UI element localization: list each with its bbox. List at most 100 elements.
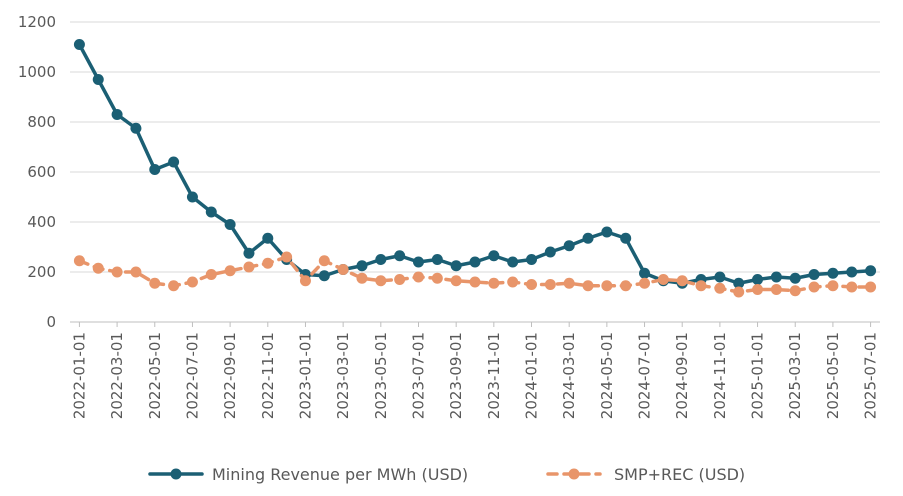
- x-tick-label: 2022-05-01: [146, 332, 164, 419]
- x-tick-label: 2022-09-01: [221, 332, 239, 419]
- data-point: [111, 266, 123, 278]
- data-point: [544, 246, 556, 258]
- gridlines: [70, 21, 880, 323]
- data-point: [789, 285, 801, 297]
- data-point: [695, 280, 707, 292]
- legend-swatch-marker: [170, 468, 182, 480]
- data-point: [714, 271, 726, 283]
- x-tick-label: 2023-05-01: [372, 332, 390, 419]
- x-tick-label: 2024-11-01: [711, 332, 729, 419]
- x-tick-label: 2025-05-01: [824, 332, 842, 419]
- data-point: [356, 272, 368, 284]
- data-point: [224, 265, 236, 277]
- x-tick-label: 2024-09-01: [673, 332, 691, 419]
- x-tick-label: 2022-11-01: [259, 332, 277, 419]
- x-tick-label: 2024-05-01: [598, 332, 616, 419]
- data-point: [431, 272, 443, 284]
- data-point: [318, 270, 330, 282]
- data-point: [601, 280, 613, 292]
- series-line: [77, 42, 873, 285]
- data-point: [92, 262, 104, 274]
- data-point: [789, 272, 801, 284]
- data-point: [262, 257, 274, 269]
- data-point: [582, 280, 594, 292]
- data-point: [243, 247, 255, 259]
- x-axis-tick-labels: 2022-01-01 2022-03-01 2022-05-01 2022-07-01…: [70, 322, 880, 419]
- x-tick-label: 2023-03-01: [334, 332, 352, 419]
- data-point: [526, 254, 538, 265]
- data-point: [846, 281, 858, 293]
- data-point: [563, 277, 575, 289]
- data-point: [450, 275, 462, 287]
- data-point: [676, 275, 688, 287]
- x-tick-label: 2025-07-01: [862, 332, 880, 419]
- data-point: [846, 266, 858, 278]
- data-point: [526, 279, 538, 290]
- data-point: [168, 156, 180, 168]
- legend-item: SMP+REC (USD): [546, 465, 745, 484]
- legend-label: Mining Revenue per MWh (USD): [212, 465, 468, 484]
- data-point: [149, 164, 161, 175]
- data-point: [375, 254, 387, 265]
- data-point: [827, 280, 839, 292]
- legend: Mining Revenue per MWh (USD) SMP+REC (USD…: [148, 465, 745, 484]
- x-tick-label: 2023-09-01: [447, 332, 465, 419]
- data-point: [620, 232, 632, 244]
- data-point: [205, 206, 217, 218]
- data-point: [770, 284, 782, 295]
- x-tick-label: 2025-03-01: [786, 332, 804, 419]
- y-axis-tick-labels: 0 200 400 600 800 1000 1200: [18, 13, 56, 331]
- data-point: [733, 286, 745, 298]
- data-point: [73, 39, 85, 50]
- x-tick-label: 2025-01-01: [749, 332, 767, 419]
- x-tick-label: 2023-07-01: [409, 332, 427, 419]
- data-point: [582, 232, 594, 244]
- data-point: [714, 282, 726, 294]
- data-point: [412, 256, 424, 268]
- data-point: [488, 250, 500, 262]
- series-group: [73, 39, 877, 298]
- data-point: [73, 255, 85, 267]
- data-point: [733, 277, 745, 289]
- x-tick-label: 2023-11-01: [485, 332, 503, 419]
- data-point: [639, 267, 651, 279]
- legend-label: SMP+REC (USD): [614, 465, 745, 484]
- data-point: [375, 275, 387, 287]
- y-tick-label: 1200: [18, 13, 56, 31]
- data-point: [507, 276, 519, 288]
- data-point: [469, 256, 481, 268]
- x-tick-label: 2024-03-01: [560, 332, 578, 419]
- data-point: [601, 226, 613, 238]
- y-tick-label: 200: [27, 263, 56, 281]
- data-point: [337, 264, 349, 275]
- y-tick-label: 800: [27, 113, 56, 131]
- x-tick-label: 2023-01-01: [296, 332, 314, 419]
- data-point: [299, 275, 311, 287]
- data-point: [507, 256, 519, 268]
- data-point: [92, 74, 104, 85]
- x-tick-label: 2022-01-01: [70, 332, 88, 419]
- series-mining-revenue: [73, 39, 877, 289]
- x-tick-label: 2022-03-01: [108, 332, 126, 419]
- x-tick-label: 2024-01-01: [523, 332, 541, 419]
- data-point: [130, 266, 142, 278]
- y-tick-label: 600: [27, 163, 56, 181]
- y-tick-label: 1000: [18, 63, 56, 81]
- data-point: [544, 279, 556, 290]
- x-tick-label: 2024-07-01: [636, 332, 654, 419]
- y-tick-label: 0: [46, 313, 56, 331]
- data-point: [808, 281, 820, 293]
- data-point: [865, 265, 877, 277]
- data-point: [808, 269, 820, 280]
- data-point: [752, 284, 764, 295]
- data-point: [394, 250, 406, 262]
- data-point: [394, 274, 406, 285]
- data-point: [318, 255, 330, 267]
- series-smp-rec: [73, 251, 877, 298]
- data-point: [356, 260, 368, 272]
- data-point: [224, 219, 236, 230]
- legend-swatch-marker: [568, 468, 580, 480]
- data-point: [563, 240, 575, 252]
- data-point: [450, 260, 462, 272]
